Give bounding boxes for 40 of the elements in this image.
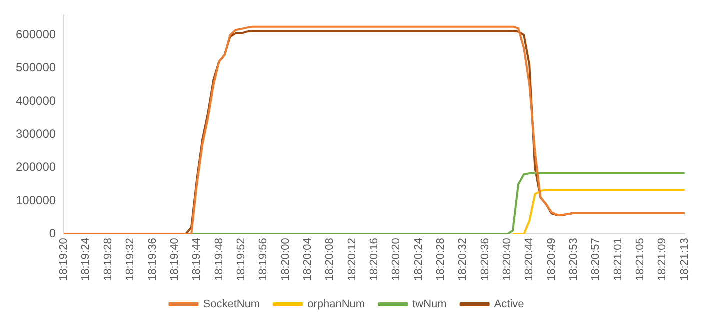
x-tick-label: 18:20:04	[302, 238, 314, 282]
y-tick-label: 400000	[16, 94, 56, 108]
x-tick-label: 18:21:13	[678, 238, 691, 282]
y-tick-label: 200000	[16, 160, 56, 174]
x-tick-label: 18:19:56	[258, 238, 270, 282]
x-tick-label: 18:19:52	[235, 238, 248, 282]
x-tick-label: 18:20:12	[346, 238, 358, 282]
x-tick-label: 18:20:40	[501, 238, 514, 282]
x-tick-label: 18:19:44	[191, 238, 204, 282]
x-tick-label: 18:19:32	[124, 238, 137, 282]
x-tick-label: 18:19:36	[146, 238, 159, 282]
legend-label: SocketNum	[203, 298, 260, 311]
legend-label: Active	[494, 298, 524, 311]
x-tick-label: 18:20:00	[280, 238, 292, 282]
x-tick-label: 18:19:40	[168, 238, 181, 282]
x-tick-label: 18:20:57	[590, 238, 602, 282]
x-tick-label: 18:19:20	[58, 238, 70, 282]
x-tick-label: 18:20:53	[568, 238, 580, 282]
x-tick-label: 18:21:01	[612, 238, 624, 282]
legend-label: orphanNum	[308, 298, 366, 311]
y-tick-label: 300000	[16, 126, 56, 141]
x-tick-label: 18:21:09	[656, 238, 669, 282]
y-tick-label: 100000	[16, 193, 56, 208]
y-tick-label: 0	[49, 226, 56, 240]
x-tick-label: 18:19:48	[213, 238, 226, 282]
x-tick-label: 18:20:20	[390, 238, 403, 282]
x-tick-label: 18:19:24	[80, 238, 92, 282]
x-tick-label: 18:20:28	[434, 238, 447, 282]
x-tick-label: 18:21:05	[634, 238, 646, 282]
x-tick-label: 18:20:32	[457, 238, 470, 282]
x-tick-label: 18:20:36	[479, 238, 492, 282]
x-tick-label: 18:20:16	[368, 238, 380, 282]
legend-label: twNum	[412, 298, 447, 311]
x-tick-label: 18:20:49	[546, 238, 558, 282]
x-tick-label: 18:19:28	[102, 238, 114, 282]
y-tick-label: 600000	[16, 27, 56, 42]
y-tick-label: 500000	[16, 60, 56, 75]
x-tick-label: 18:20:24	[412, 238, 425, 282]
x-tick-label: 18:20:44	[524, 238, 536, 282]
x-tick-label: 18:20:08	[324, 238, 336, 282]
